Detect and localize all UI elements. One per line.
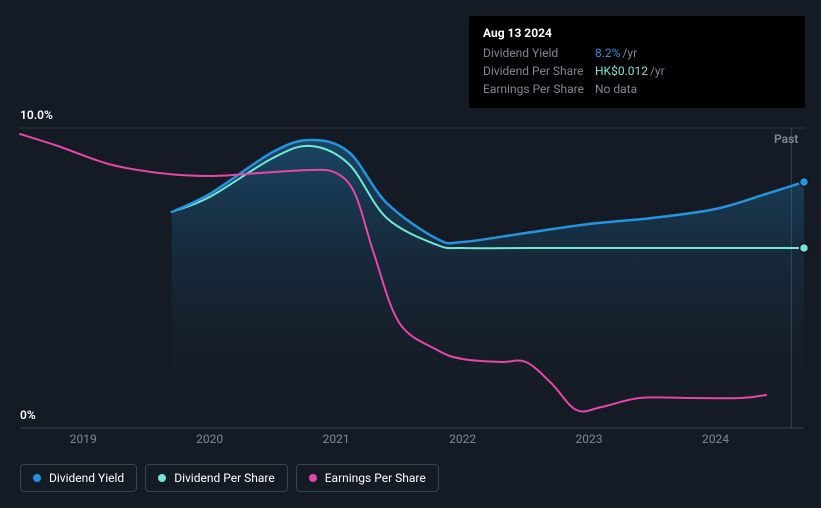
- tooltip-row-label: Dividend Per Share: [483, 64, 595, 78]
- tooltip-row-value: 8.2%: [595, 46, 620, 60]
- tooltip-row: Dividend Yield8.2% /yr: [483, 44, 791, 62]
- y-tick-max: 10.0%: [20, 108, 53, 122]
- y-tick-min: 0%: [20, 408, 36, 422]
- legend-item[interactable]: Dividend Per Share: [145, 464, 288, 492]
- legend-label: Dividend Per Share: [174, 471, 275, 485]
- chart-area: 10.0% 0% Past 2019 2020 2021 2022 2023 2024: [20, 108, 804, 448]
- legend-label: Dividend Yield: [49, 471, 124, 485]
- legend-label: Earnings Per Share: [325, 471, 426, 485]
- x-tick: 2019: [70, 432, 97, 446]
- chart-plot: [20, 128, 804, 428]
- x-tick: 2024: [702, 432, 729, 446]
- x-tick: 2021: [323, 432, 350, 446]
- tooltip-row-unit: /yr: [650, 64, 665, 78]
- x-tick: 2020: [196, 432, 223, 446]
- chart-legend: Dividend Yield Dividend Per Share Earnings…: [20, 464, 439, 492]
- tooltip-row: Earnings Per ShareNo data: [483, 80, 791, 98]
- legend-item[interactable]: Dividend Yield: [20, 464, 137, 492]
- chart-tooltip: Aug 13 2024 Dividend Yield8.2% /yrDivide…: [469, 16, 805, 108]
- tooltip-row-value: No data: [595, 82, 637, 96]
- x-tick: 2023: [576, 432, 603, 446]
- legend-dot-icon: [309, 474, 317, 482]
- legend-item[interactable]: Earnings Per Share: [296, 464, 439, 492]
- tooltip-row: Dividend Per ShareHK$0.012 /yr: [483, 62, 791, 80]
- tooltip-row-label: Dividend Yield: [483, 46, 595, 60]
- tooltip-row-value: HK$0.012: [595, 64, 648, 78]
- x-tick: 2022: [449, 432, 476, 446]
- tooltip-date: Aug 13 2024: [483, 26, 791, 40]
- x-axis: 2019 2020 2021 2022 2023 2024: [20, 428, 804, 448]
- legend-dot-icon: [33, 474, 41, 482]
- legend-dot-icon: [158, 474, 166, 482]
- past-label: Past: [774, 132, 798, 146]
- tooltip-row-unit: /yr: [622, 46, 637, 60]
- tooltip-row-label: Earnings Per Share: [483, 82, 595, 96]
